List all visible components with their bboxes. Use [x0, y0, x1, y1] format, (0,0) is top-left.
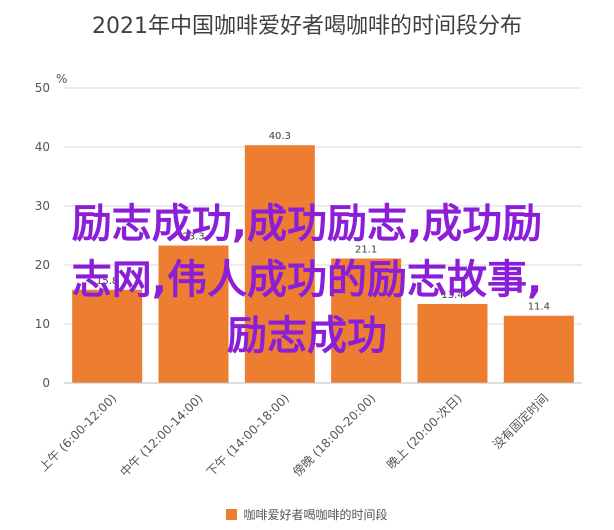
- x-tick-label: 傍晚 (18:00-20:00): [289, 391, 378, 480]
- data-label: 11.4: [528, 302, 550, 313]
- data-label: 15.8: [96, 276, 118, 287]
- x-tick-labels: 上午 (6:00-12:00)中午 (12:00-14:00)下午 (14:00…: [37, 391, 551, 480]
- data-label: 13.4: [441, 290, 463, 301]
- y-tick-label: 50: [35, 81, 50, 95]
- y-tick-label: 20: [35, 258, 50, 272]
- x-tick-label: 没有固定时间: [489, 391, 551, 453]
- data-label: 23.3: [182, 232, 204, 243]
- chart-title: 2021年中国咖啡爱好者喝咖啡的时间段分布: [92, 14, 522, 39]
- bar: [417, 303, 488, 383]
- data-label: 21.1: [355, 245, 377, 256]
- y-tick-label: 40: [35, 140, 50, 154]
- bar: [244, 145, 315, 383]
- x-tick-label: 下午 (14:00-18:00): [204, 391, 292, 479]
- legend-label: 咖啡爱好者喝咖啡的时间段: [243, 508, 388, 522]
- data-labels: 15.8 23.3 40.3 21.1 13.4 11.4: [96, 131, 550, 313]
- bar: [72, 289, 143, 383]
- bar: [331, 258, 402, 383]
- bar: [503, 315, 574, 383]
- y-tick-label: 0: [42, 376, 50, 390]
- y-tick-labels: 0 10 20 30 40 50: [35, 81, 50, 390]
- x-tick-label: 中午 (12:00-14:00): [117, 391, 206, 480]
- legend-swatch: [226, 509, 238, 520]
- y-tick-label: 30: [35, 199, 50, 213]
- x-tick-label: 上午 (6:00-12:00): [37, 391, 120, 474]
- x-tick-label: 晚上 (20:00-次日): [384, 391, 465, 472]
- legend: 咖啡爱好者喝咖啡的时间段: [0, 506, 614, 523]
- y-unit-label: %: [56, 72, 67, 86]
- bar: [158, 245, 229, 383]
- y-tick-label: 10: [35, 317, 50, 331]
- bars: [72, 145, 574, 383]
- data-label: 40.3: [269, 131, 291, 142]
